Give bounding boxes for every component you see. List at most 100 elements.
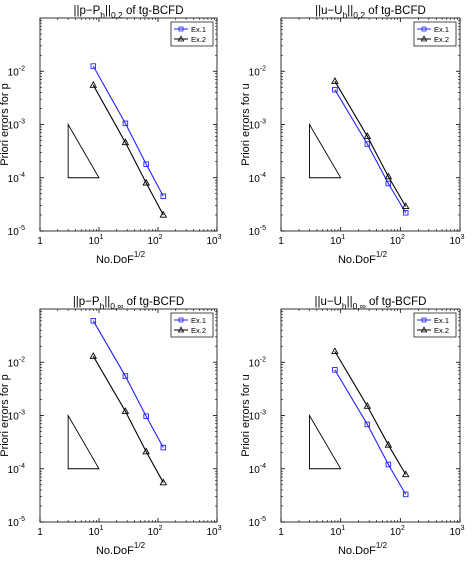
x-tick-label: 103: [449, 234, 464, 247]
series-line-ex2: [334, 80, 407, 207]
plot-frame: [39, 308, 218, 523]
data-point: [402, 491, 409, 498]
legend-marker: [177, 35, 185, 42]
series-line-ex1: [92, 320, 164, 448]
data-point: [384, 172, 393, 180]
legend-box: [413, 312, 457, 338]
legend: Ex.1Ex.2: [170, 21, 214, 47]
x-tick-label: 103: [449, 525, 464, 538]
data-point: [122, 373, 129, 379]
data-point: [364, 421, 371, 428]
legend-marker: [421, 26, 427, 32]
plot-frame: [280, 308, 461, 523]
legend-box: [170, 312, 214, 338]
x-tick-label: 1: [37, 236, 43, 247]
slope-triangle: [309, 413, 342, 470]
y-tick-label: 10-5: [249, 516, 266, 529]
slope-triangle: [309, 122, 342, 179]
data-point: [385, 180, 392, 187]
legend-label: Ex.1: [434, 316, 449, 325]
legend-marker: [420, 326, 428, 333]
legend: Ex.1Ex.2: [413, 312, 457, 338]
legend-label: Ex.2: [434, 326, 449, 335]
y-tick-label: 10-2: [249, 356, 266, 369]
legend: Ex.1Ex.2: [170, 312, 214, 338]
data-point: [402, 210, 409, 216]
data-point: [159, 478, 168, 486]
chart-title: ||p−Ph||0,2 of tg-BCFD: [73, 5, 183, 20]
data-point: [384, 440, 393, 448]
legend-label: Ex.1: [191, 316, 206, 325]
x-tick-label: 102: [147, 234, 162, 247]
legend-label: Ex.2: [191, 326, 206, 335]
legend-label: Ex.2: [191, 35, 206, 44]
series-line-ex1: [334, 369, 407, 495]
data-point: [89, 352, 98, 359]
x-axis-label: No.DoF1/2: [338, 250, 388, 266]
data-point: [401, 470, 410, 478]
y-tick-label: 10-4: [249, 463, 266, 476]
x-tick-label: 1: [278, 236, 284, 247]
x-tick-label: 102: [390, 525, 405, 538]
data-point: [332, 367, 338, 373]
legend-label: Ex.2: [434, 35, 449, 44]
series-line-ex2: [334, 351, 407, 475]
x-tick-label: 101: [88, 525, 103, 538]
y-tick-label: 10-5: [8, 516, 25, 529]
x-tick-label: 101: [330, 234, 345, 247]
data-point: [160, 193, 167, 199]
x-tick-label: 101: [330, 525, 345, 538]
legend-label: Ex.1: [434, 25, 449, 34]
y-tick-label: 10-4: [8, 172, 25, 185]
chart-title: ||u−Uh||0,2 of tg-BCFD: [315, 5, 426, 20]
data-point: [89, 80, 98, 88]
y-tick-label: 10-2: [8, 65, 25, 78]
y-tick-label: 10-2: [249, 65, 266, 78]
y-tick-label: 10-2: [8, 356, 25, 369]
y-axis-label: Priori errors for u: [240, 374, 252, 457]
chart-title: ||u−Uh||0,∞ of tg-BCFD: [315, 296, 427, 311]
data-point: [90, 63, 97, 69]
y-tick-label: 10-5: [249, 225, 266, 238]
data-point: [385, 461, 392, 468]
data-point: [331, 347, 339, 355]
data-point: [90, 318, 97, 324]
data-point: [159, 210, 168, 218]
y-tick-label: 10-4: [8, 463, 25, 476]
data-point: [363, 132, 372, 139]
plot-frame: [280, 17, 461, 232]
data-point: [332, 86, 338, 93]
y-axis-label: Priori errors for u: [240, 83, 252, 166]
data-point: [331, 77, 339, 84]
data-point: [401, 202, 410, 210]
legend-marker: [420, 35, 428, 42]
legend-marker: [178, 26, 184, 32]
legend-label: Ex.1: [191, 25, 206, 34]
legend: Ex.1Ex.2: [413, 21, 457, 47]
data-point: [122, 120, 129, 127]
legend-marker: [421, 317, 427, 323]
x-tick-label: 101: [88, 234, 103, 247]
legend-marker: [178, 317, 184, 323]
chart-title: ||p−Ph||0,∞ of tg-BCFD: [73, 296, 184, 311]
data-point: [142, 178, 150, 186]
x-axis-label: No.DoF1/2: [96, 250, 146, 266]
data-point: [160, 444, 167, 451]
legend-box: [413, 21, 457, 47]
x-tick-label: 102: [390, 234, 405, 247]
y-tick-label: 10-4: [249, 172, 266, 185]
y-axis-label: Priori errors for p: [0, 374, 11, 457]
x-tick-label: 1: [278, 527, 284, 538]
series-line-ex1: [334, 89, 407, 214]
series-line-ex2: [92, 355, 164, 483]
data-point: [121, 138, 130, 146]
data-point: [363, 401, 372, 409]
slope-triangle: [67, 413, 100, 470]
data-point: [364, 141, 371, 147]
x-tick-label: 103: [206, 234, 221, 247]
